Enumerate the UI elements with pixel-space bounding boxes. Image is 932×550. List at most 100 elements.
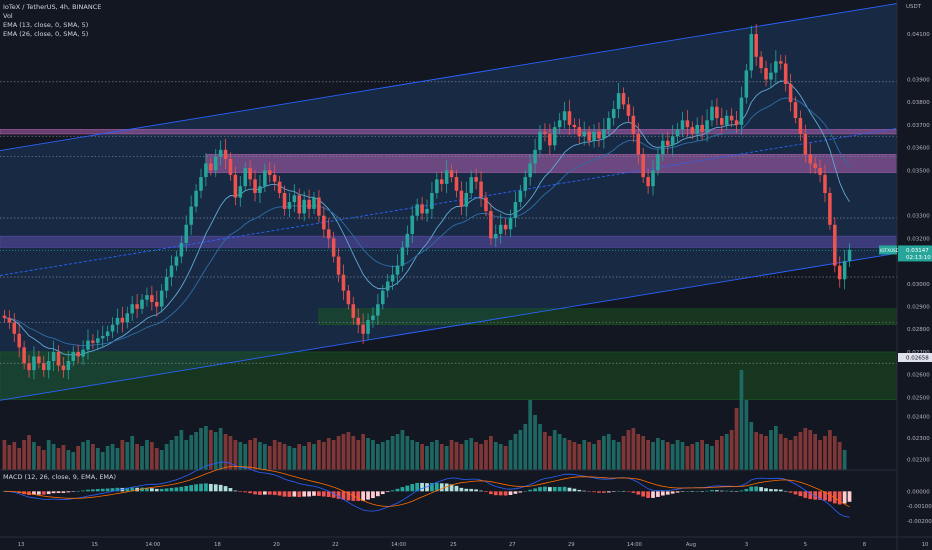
ema-slow-label[interactable]: EMA (26, close, 0, SMA, 5) <box>3 30 89 38</box>
candle-body <box>415 204 419 216</box>
macd-histogram-bar <box>159 488 164 492</box>
volume-bar <box>719 436 724 470</box>
candle-body <box>616 93 621 109</box>
volume-bar <box>685 446 690 470</box>
macd-signal-line <box>4 465 850 508</box>
volume-bar <box>670 444 675 470</box>
candles-layer[interactable] <box>2 23 852 380</box>
price-tick-label: 0.03200 <box>907 236 930 242</box>
candle-body <box>331 238 336 257</box>
volume-bar <box>744 400 749 470</box>
candle-body <box>734 120 739 125</box>
volume-bar <box>690 444 695 470</box>
macd-histogram-bar <box>493 491 498 496</box>
volume-bar <box>282 444 287 470</box>
candle-body <box>17 333 21 348</box>
macd-line <box>4 461 850 518</box>
macd-histogram-bar <box>179 486 184 492</box>
volume-bar <box>724 434 729 470</box>
level-tag: 0.02658 <box>906 356 929 362</box>
volume-bar <box>454 442 459 470</box>
channel-layer[interactable] <box>0 3 898 401</box>
volume-bar <box>317 440 321 470</box>
macd-histogram-bar <box>823 491 827 501</box>
symbol-title[interactable]: IoTeX / TetherUS, 4h, BINANCE <box>3 3 102 11</box>
macd-histogram-bar <box>430 483 434 492</box>
macd-histogram-bar <box>754 486 759 492</box>
macd-histogram-bar <box>783 490 788 492</box>
volume-bar <box>405 436 410 470</box>
price-tick-label: 0.02800 <box>907 327 930 333</box>
volume-bar <box>778 434 783 470</box>
macd-histogram-bar <box>813 491 818 500</box>
zones-layer <box>0 3 898 401</box>
volume-bar <box>700 440 705 470</box>
volume-bar <box>803 428 808 470</box>
candle-body <box>100 336 105 339</box>
candle-body <box>567 111 572 125</box>
macd-histogram-bar <box>646 491 650 498</box>
candle-body <box>705 120 709 132</box>
volume-bar <box>808 430 813 470</box>
macd-histogram-bar <box>376 491 380 497</box>
vol-indicator-label[interactable]: Vol <box>3 12 13 20</box>
price-tick-label: 0.02600 <box>907 373 930 379</box>
macd-histogram-bar <box>459 487 464 492</box>
volume-bar <box>61 445 66 470</box>
macd-label[interactable]: MACD (12, 26, close, 9, EMA, EMA) <box>3 473 117 481</box>
volume-bar <box>823 436 827 470</box>
candle-body <box>302 199 306 214</box>
volume-bar <box>2 440 7 470</box>
time-tick-label: 15 <box>91 542 98 548</box>
macd-histogram-bar <box>552 486 557 492</box>
volume-bar <box>444 446 449 470</box>
volume-bar <box>238 442 243 470</box>
symbol-tag-bg <box>879 245 897 255</box>
candle-body <box>538 131 542 150</box>
macd-histogram-bar <box>602 491 606 493</box>
candle-body <box>376 304 380 316</box>
candle-body <box>548 133 552 146</box>
candle-body <box>592 131 596 141</box>
candle-body <box>326 229 331 239</box>
macd-histogram-bar <box>837 491 842 505</box>
macd-histogram-bar <box>277 491 282 496</box>
volume-bar <box>425 446 429 470</box>
candle-body <box>22 347 26 364</box>
macd-histogram-bar <box>847 491 852 502</box>
volume-bar <box>346 432 351 470</box>
candle-body <box>410 215 415 234</box>
macd-histogram-bar <box>715 490 719 492</box>
candle-body <box>803 133 808 155</box>
macd-histogram-bar <box>444 483 449 492</box>
volume-bar <box>380 442 385 470</box>
volume-bar <box>169 440 174 470</box>
volume-bar <box>518 430 523 470</box>
time-tick-label: 27 <box>509 542 516 548</box>
candle-body <box>464 192 469 207</box>
ema-fast-label[interactable]: EMA (13, close, 0, SMA, 5) <box>3 21 89 29</box>
macd-histogram-bar <box>71 491 76 492</box>
volume-bar <box>149 442 154 470</box>
volume-bar <box>729 430 734 470</box>
candle-body <box>508 217 513 230</box>
channel-upper-line <box>0 3 898 152</box>
candle-body <box>209 163 213 171</box>
macd-histogram-bar <box>675 491 680 493</box>
candle-body <box>636 133 641 155</box>
macd-histogram-bar <box>169 487 174 492</box>
candle-body <box>322 215 326 230</box>
candle-body <box>641 154 645 178</box>
volume-bar <box>400 430 405 470</box>
macd-histogram-bar <box>287 491 292 497</box>
time-tick-label: 10 <box>922 542 929 548</box>
volume-bar <box>705 444 709 470</box>
macd-histogram-bar <box>66 491 71 493</box>
volume-bar <box>410 440 415 470</box>
candle-body <box>371 315 375 321</box>
candle-body <box>125 313 130 323</box>
candle-body <box>828 192 832 225</box>
volume-bar <box>248 440 252 470</box>
